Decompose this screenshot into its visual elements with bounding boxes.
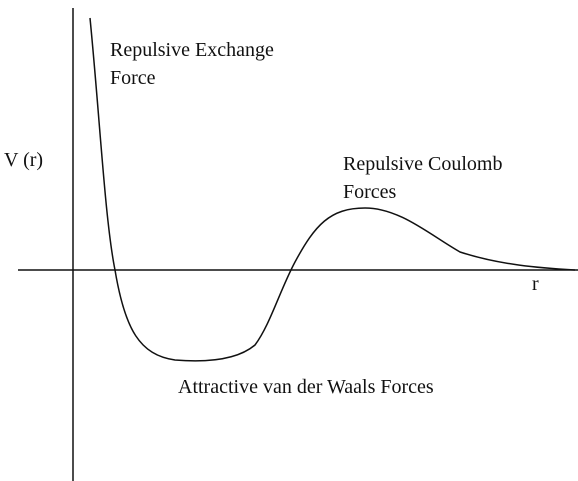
label-exchange: Repulsive Exchange — [110, 39, 274, 61]
label-coulomb: Forces — [343, 181, 397, 203]
label-attractive: Attractive van der Waals Forces — [178, 376, 434, 398]
label-exchange: Force — [110, 67, 156, 89]
potential-curve — [89, 17, 576, 362]
x-axis-label: r — [532, 273, 539, 295]
y-axis-label: V (r) — [4, 149, 43, 171]
label-coulomb: Repulsive Coulomb — [343, 153, 502, 175]
